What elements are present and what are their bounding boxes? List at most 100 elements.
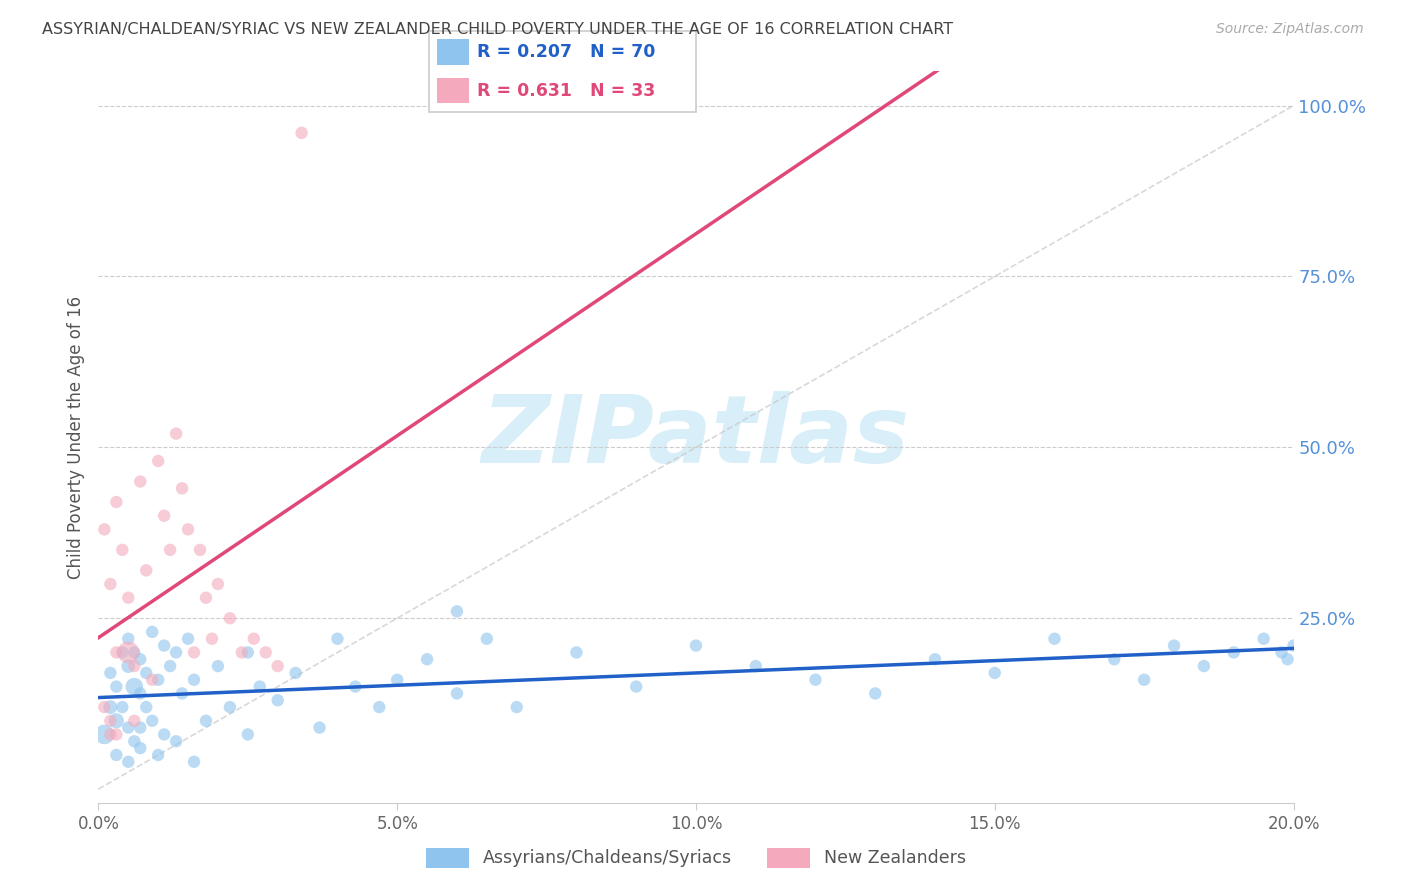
Point: [153, 639, 176, 653]
Point: [177, 632, 200, 646]
Point: [924, 652, 946, 666]
Point: [219, 700, 242, 714]
Point: [105, 747, 128, 762]
Point: [1192, 659, 1215, 673]
Point: [124, 645, 146, 659]
Point: [1104, 652, 1126, 666]
Point: [177, 522, 200, 536]
Point: [148, 454, 170, 468]
Point: [124, 659, 146, 673]
Point: [93, 522, 115, 536]
Point: [159, 659, 181, 673]
Point: [153, 727, 176, 741]
Point: [93, 727, 115, 741]
Point: [308, 721, 330, 735]
Point: [219, 611, 242, 625]
Point: [117, 591, 139, 605]
Point: [117, 632, 139, 646]
Point: [183, 755, 205, 769]
Point: [745, 659, 768, 673]
Point: [1282, 639, 1305, 653]
Point: [98, 577, 122, 591]
Point: [105, 645, 128, 659]
Text: R = 0.631   N = 33: R = 0.631 N = 33: [477, 82, 655, 100]
Point: [124, 680, 146, 694]
Point: [188, 542, 211, 557]
Point: [416, 652, 439, 666]
Text: Source: ZipAtlas.com: Source: ZipAtlas.com: [1216, 22, 1364, 37]
Point: [1043, 632, 1066, 646]
Point: [93, 700, 115, 714]
Point: [1277, 652, 1299, 666]
Point: [1163, 639, 1185, 653]
Point: [135, 563, 157, 577]
Point: [475, 632, 498, 646]
Point: [141, 624, 163, 639]
Point: [685, 639, 707, 653]
Point: [98, 700, 122, 714]
Point: [124, 714, 146, 728]
Point: [195, 591, 218, 605]
Point: [195, 714, 218, 728]
Point: [207, 659, 229, 673]
Point: [105, 495, 128, 509]
Point: [284, 665, 307, 680]
Point: [165, 426, 187, 441]
Point: [159, 542, 181, 557]
Point: [368, 700, 391, 714]
Text: ZIPatlas: ZIPatlas: [482, 391, 910, 483]
FancyBboxPatch shape: [429, 31, 696, 112]
Point: [105, 714, 128, 728]
Point: [267, 659, 290, 673]
Point: [243, 632, 266, 646]
Point: [117, 645, 139, 659]
Point: [148, 673, 170, 687]
Point: [98, 665, 122, 680]
Bar: [437, 39, 470, 65]
Point: [506, 700, 529, 714]
Point: [111, 700, 134, 714]
Point: [865, 686, 887, 700]
Point: [172, 481, 194, 495]
Point: [98, 714, 122, 728]
Point: [344, 680, 367, 694]
Point: [98, 727, 122, 741]
Point: [105, 680, 128, 694]
Point: [626, 680, 648, 694]
Point: [385, 673, 409, 687]
Point: [565, 645, 588, 659]
Point: [129, 721, 152, 735]
Point: [267, 693, 290, 707]
Point: [129, 686, 152, 700]
Point: [183, 645, 205, 659]
Legend: Assyrians/Chaldeans/Syriacs, New Zealanders: Assyrians/Chaldeans/Syriacs, New Zealand…: [419, 840, 973, 874]
Point: [153, 508, 176, 523]
Point: [236, 645, 259, 659]
Point: [326, 632, 349, 646]
Point: [249, 680, 271, 694]
Point: [1253, 632, 1275, 646]
Point: [804, 673, 827, 687]
Y-axis label: Child Poverty Under the Age of 16: Child Poverty Under the Age of 16: [66, 295, 84, 579]
Point: [1223, 645, 1246, 659]
Point: [165, 645, 187, 659]
Point: [117, 755, 139, 769]
Point: [1271, 645, 1294, 659]
Point: [236, 727, 259, 741]
Point: [135, 665, 157, 680]
Point: [207, 577, 229, 591]
Point: [124, 734, 146, 748]
Point: [165, 734, 187, 748]
Point: [141, 714, 163, 728]
Point: [105, 727, 128, 741]
Point: [111, 542, 134, 557]
Point: [291, 126, 314, 140]
Point: [183, 673, 205, 687]
Point: [129, 741, 152, 756]
Point: [172, 686, 194, 700]
Point: [446, 604, 468, 618]
Point: [148, 747, 170, 762]
Point: [201, 632, 224, 646]
Point: [129, 475, 152, 489]
Text: ASSYRIAN/CHALDEAN/SYRIAC VS NEW ZEALANDER CHILD POVERTY UNDER THE AGE OF 16 CORR: ASSYRIAN/CHALDEAN/SYRIAC VS NEW ZEALANDE…: [42, 22, 953, 37]
